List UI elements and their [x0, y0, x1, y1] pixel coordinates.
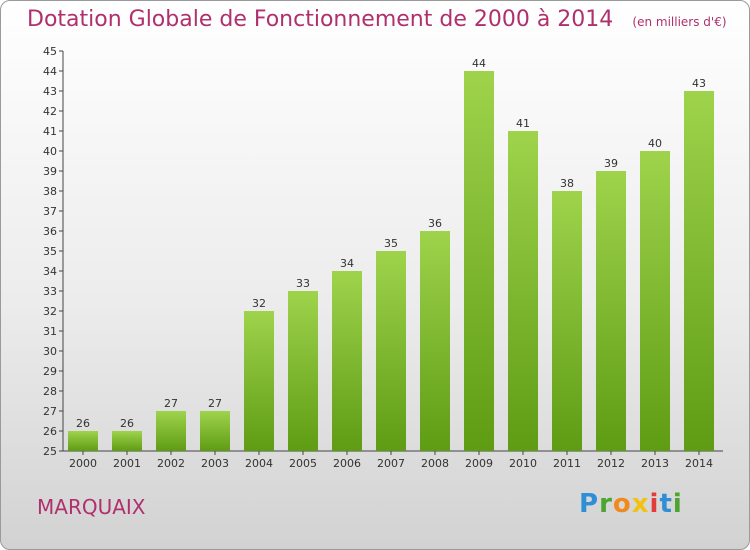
data-label: 44: [472, 57, 486, 70]
y-tick-label: 42: [43, 105, 57, 118]
logo-letter: i: [649, 489, 660, 519]
chart-title: Dotation Globale de Fonctionnement de 20…: [27, 7, 614, 32]
y-tick-label: 41: [43, 125, 57, 138]
y-tick-label: 45: [43, 45, 57, 58]
data-label: 40: [648, 137, 662, 150]
bar-series: 26 26 27 27 32 33 34 35 36 44 41 38 39 40 43: [68, 57, 714, 451]
bar-2001: [112, 431, 142, 451]
y-tick-label: 27: [43, 405, 57, 418]
y-tick-label: 34: [43, 265, 57, 278]
x-tick-label: 2009: [465, 457, 493, 470]
data-label: 34: [340, 257, 354, 270]
y-tick-label: 32: [43, 305, 57, 318]
chart-title-block: Dotation Globale de Fonctionnement de 20…: [27, 7, 727, 32]
x-tick-label: 2005: [289, 457, 317, 470]
data-label: 39: [604, 157, 618, 170]
y-tick-label: 37: [43, 205, 57, 218]
chart-axes: 25 26 27 28 29 30 31 32 33 34 35 36 37 38 39 40 41 42 43 44…: [43, 45, 723, 470]
bar-2002: [156, 411, 186, 451]
bar-2013: [640, 151, 670, 451]
y-tick-label: 43: [43, 85, 57, 98]
logo-letter: o: [612, 489, 632, 519]
y-tick-label: 36: [43, 225, 57, 238]
bar-2000: [68, 431, 98, 451]
proxiti-logo[interactable]: Proxiti: [579, 489, 683, 519]
x-tick-label: 2004: [245, 457, 273, 470]
y-tick-label: 30: [43, 345, 57, 358]
bar-2009: [464, 71, 494, 451]
x-tick-label: 2008: [421, 457, 449, 470]
x-tick-label: 2012: [597, 457, 625, 470]
y-tick-label: 33: [43, 285, 57, 298]
data-label: 33: [296, 277, 310, 290]
x-tick-label: 2007: [377, 457, 405, 470]
x-tick-label: 2000: [69, 457, 97, 470]
bar-2007: [376, 251, 406, 451]
y-tick-label: 25: [43, 445, 57, 458]
bar-2003: [200, 411, 230, 451]
y-tick-label: 40: [43, 145, 57, 158]
data-label: 38: [560, 177, 574, 190]
data-label: 27: [208, 397, 222, 410]
y-tick-label: 31: [43, 325, 57, 338]
y-tick-label: 29: [43, 365, 57, 378]
data-label: 26: [120, 417, 134, 430]
bar-2005: [288, 291, 318, 451]
bar-2006: [332, 271, 362, 451]
logo-letter: r: [599, 489, 613, 519]
logo-letter: x: [631, 489, 650, 519]
data-label: 43: [692, 77, 706, 90]
data-label: 41: [516, 117, 530, 130]
bar-2008: [420, 231, 450, 451]
data-label: 26: [76, 417, 90, 430]
y-tick-label: 39: [43, 165, 57, 178]
x-tick-label: 2010: [509, 457, 537, 470]
bar-2014: [684, 91, 714, 451]
y-tick-label: 35: [43, 245, 57, 258]
bar-2004: [244, 311, 274, 451]
commune-name: MARQUAIX: [37, 495, 146, 519]
data-label: 35: [384, 237, 398, 250]
x-tick-label: 2003: [201, 457, 229, 470]
bar-2012: [596, 171, 626, 451]
y-tick-label: 38: [43, 185, 57, 198]
data-label: 36: [428, 217, 442, 230]
data-label: 32: [252, 297, 266, 310]
x-tick-label: 2013: [641, 457, 669, 470]
logo-letter: t: [659, 489, 673, 519]
y-tick-label: 26: [43, 425, 57, 438]
y-tick-label: 44: [43, 65, 57, 78]
data-label: 27: [164, 397, 178, 410]
x-tick-label: 2011: [553, 457, 581, 470]
x-tick-label: 2002: [157, 457, 185, 470]
x-tick-label: 2006: [333, 457, 361, 470]
y-tick-label: 28: [43, 385, 57, 398]
x-tick-label: 2001: [113, 457, 141, 470]
bar-2010: [508, 131, 538, 451]
logo-letter: i: [672, 489, 683, 519]
chart-unit: (en milliers d'€): [632, 15, 727, 29]
logo-letter: P: [579, 489, 600, 519]
bar-2011: [552, 191, 582, 451]
x-tick-label: 2014: [685, 457, 713, 470]
